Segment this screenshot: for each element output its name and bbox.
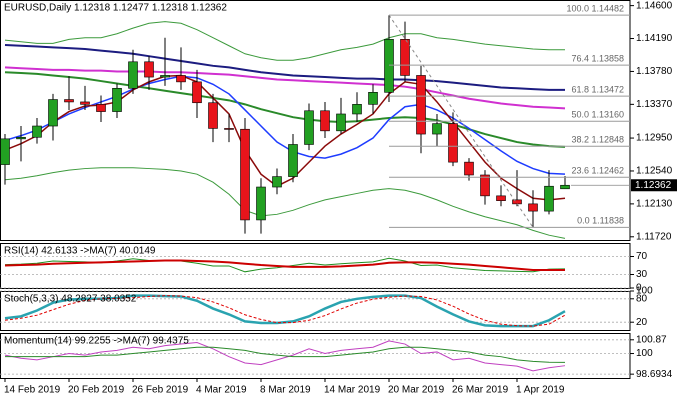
fib-label: 76.4 1.13858: [571, 54, 624, 64]
candle-body: [352, 104, 362, 115]
y-tick-label: 30: [636, 269, 648, 280]
indicator-line: [4, 75, 566, 175]
candle-body: [32, 125, 42, 138]
x-tick-label: 8 Mar 2019: [260, 385, 311, 396]
indicator-line: [4, 259, 566, 271]
candle-body: [320, 110, 330, 132]
y-tick-label: 0: [636, 283, 642, 294]
candle-body: [112, 87, 122, 112]
candle-body: [416, 75, 426, 135]
candle-body: [480, 174, 490, 197]
candle-body: [64, 99, 74, 103]
fib-label: 38.2 1.12848: [571, 135, 624, 145]
candle-body: [96, 104, 106, 112]
candle-body: [368, 92, 378, 105]
fib-label: 23.6 1.12462: [571, 166, 624, 176]
y-tick-label: 1.13370: [636, 99, 673, 110]
candle-body: [0, 138, 10, 165]
panel-frame: [0, 0, 631, 241]
y-tick-label: 70: [636, 251, 648, 262]
price-box: [631, 179, 677, 192]
candle-body: [448, 123, 458, 163]
x-tick-label: 4 Mar 2019: [196, 385, 247, 396]
y-tick-label: 100: [636, 348, 653, 359]
fib-label: 100.0 1.14482: [566, 3, 624, 13]
fib-label: 0.0 1.11838: [577, 216, 624, 226]
indicator-line: [5, 346, 566, 363]
y-tick-label: 1.12540: [636, 166, 673, 177]
y-tick-label: 98.6934: [636, 369, 673, 380]
panel-title: Stoch(5,3,3) 48.2827 38.0352: [4, 294, 137, 305]
candle-body: [528, 203, 538, 212]
y-tick-label: 100.87: [636, 334, 667, 345]
indicator-line: [4, 66, 566, 110]
candle-body: [176, 75, 186, 83]
candle-body: [560, 184, 570, 190]
y-tick-label: 100: [636, 286, 653, 297]
y-tick-label: 1.14190: [636, 33, 673, 44]
candle-body: [496, 195, 506, 201]
current-price: 1.12362: [635, 180, 672, 191]
x-tick-label: 1 Apr 2019: [516, 385, 565, 396]
candle-body: [144, 61, 154, 78]
x-tick-label: 14 Mar 2019: [324, 385, 381, 396]
candle-body: [432, 123, 442, 135]
candle-body: [256, 186, 266, 221]
indicator-line: [4, 43, 565, 91]
candle-body: [544, 185, 554, 212]
candle-body: [16, 136, 26, 140]
x-tick-label: 14 Feb 2019: [4, 385, 61, 396]
indicator-line: [4, 167, 566, 239]
candle-body: [160, 75, 170, 78]
panel-title: RSI(14) 42.6133 ->MA(7) 40.0149: [4, 246, 156, 257]
candle-body: [224, 128, 234, 130]
x-tick-label: 20 Feb 2019: [68, 385, 125, 396]
y-tick-label: 20: [636, 317, 648, 328]
fib-label: 61.8 1.13472: [571, 85, 624, 95]
y-tick-label: 80: [636, 293, 648, 304]
fib-trendline: [388, 14, 534, 228]
candle-body: [304, 110, 314, 145]
candle-body: [80, 101, 90, 105]
y-tick-label: 1.13780: [636, 66, 673, 77]
candle-body: [48, 99, 58, 127]
y-tick-label: 1.14600: [636, 0, 673, 11]
candle-body: [288, 144, 298, 177]
panel-title: Momentum(14) 99.2255 ->MA(7) 99.4375: [4, 336, 189, 347]
candle-body: [128, 61, 138, 89]
indicator-line: [4, 295, 566, 327]
fib-label: 50.0 1.13160: [571, 110, 624, 120]
candle-body: [336, 113, 346, 132]
candle-body: [208, 102, 218, 129]
x-tick-label: 26 Feb 2019: [132, 385, 189, 396]
x-tick-label: 20 Mar 2019: [388, 385, 445, 396]
candle-body: [464, 161, 474, 176]
y-tick-label: 1.12950: [636, 133, 673, 144]
y-tick-label: 1.11720: [636, 231, 672, 242]
panel-frame: [0, 333, 631, 379]
panel-frame: [0, 291, 631, 331]
candle-body: [512, 199, 522, 205]
candle-body: [240, 128, 250, 221]
indicator-line: [4, 340, 566, 372]
panel-title: EURUSD,Daily 1.12318 1.12477 1.12318 1.1…: [4, 3, 227, 14]
x-tick-label: 26 Mar 2019: [452, 385, 509, 396]
candle-body: [272, 176, 282, 188]
indicator-line: [4, 21, 565, 61]
panel-frame: [0, 243, 631, 289]
candle-body: [192, 81, 202, 104]
candle-body: [384, 39, 394, 93]
y-tick-label: 1.12130: [636, 199, 673, 210]
candle-body: [400, 39, 410, 76]
